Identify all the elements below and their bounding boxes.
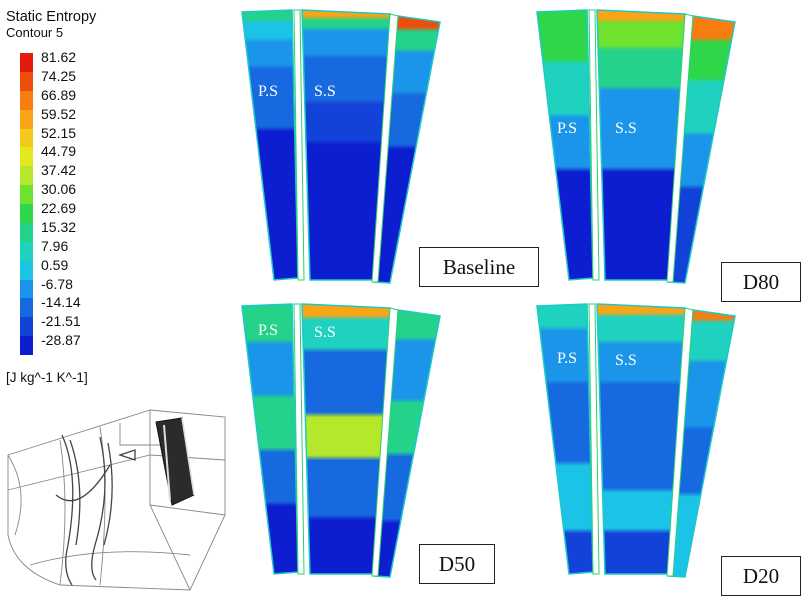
blade-wall: [588, 9, 600, 281]
passage-contour: [536, 9, 594, 281]
color-bar-tick-label: 37.42: [41, 162, 77, 179]
color-bar-tick-label: 66.89: [41, 86, 77, 103]
suction-side-label: S.S: [615, 120, 637, 137]
passage-contour: [241, 9, 299, 281]
legend-title: Static Entropy: [6, 9, 97, 25]
color-bar-tick-label: -14.14: [41, 294, 81, 311]
color-bar-tick-label: 30.06: [41, 181, 77, 198]
suction-side-label: S.S: [314, 83, 336, 100]
pressure-side-label: P.S: [258, 83, 279, 100]
suction-side-label: S.S: [314, 324, 336, 341]
color-bar-tick-label: 81.62: [41, 49, 77, 65]
contour-plot: [241, 303, 441, 578]
pressure-side-label: P.S: [557, 350, 578, 367]
color-bar-tick-label: 15.32: [41, 218, 77, 235]
color-bar-tick-label: -28.87: [41, 332, 81, 349]
blade-wall: [371, 307, 399, 577]
passage-contour: [241, 303, 299, 575]
passage-contour: [536, 303, 594, 575]
contour-plot: [241, 9, 441, 284]
color-bar-tick-label: 7.96: [41, 237, 69, 254]
color-bar-swatch: [20, 185, 33, 204]
color-bar-swatch: [20, 166, 33, 186]
color-bar-ticks: 81.62 74.25 66.89 59.52 52.15 44.79 37.42 30.06…: [41, 48, 111, 350]
color-bar-tick-label: 22.69: [41, 200, 77, 216]
pressure-side-label: P.S: [557, 120, 578, 137]
case-label-d50: D50: [419, 544, 495, 584]
color-bar-swatch: [20, 204, 33, 223]
blade-wall: [666, 13, 694, 283]
panel-baseline: P.S S.S: [240, 8, 550, 303]
color-bar-swatch: [20, 71, 33, 91]
color-bar-tick-label: 0.59: [41, 256, 69, 273]
color-bar-swatch: [20, 128, 33, 148]
case-label-d20: D20: [721, 556, 801, 596]
suction-side-label: S.S: [615, 352, 637, 369]
color-bar-tick-label: 44.79: [41, 143, 77, 160]
blade-wall: [371, 13, 399, 283]
color-bar-swatch: [20, 336, 33, 355]
color-bar-swatch: [20, 317, 33, 337]
color-bar-swatch: [20, 109, 33, 129]
blade-wall: [293, 303, 305, 575]
blade-wall: [293, 9, 305, 281]
turbine-geometry-sketch: [7, 409, 226, 591]
panel-d50: P.S S.S: [240, 302, 550, 597]
color-bar-swatch: [20, 90, 33, 110]
color-bar-swatch: [20, 147, 33, 167]
color-bar: [20, 53, 33, 355]
color-bar-swatch: [20, 241, 33, 261]
contour-plot: [536, 303, 736, 578]
color-bar-swatch: [20, 222, 33, 242]
color-bar-swatch: [20, 53, 33, 72]
legend-units: [J kg^-1 K^-1]: [6, 370, 88, 385]
color-bar-swatch: [20, 298, 33, 318]
panel-d80: P.S S.S: [535, 8, 808, 303]
color-bar-tick-label: 59.52: [41, 105, 77, 122]
color-bar-swatch: [20, 279, 33, 299]
legend-subtitle: Contour 5: [6, 25, 64, 40]
panel-d20: P.S S.S: [535, 302, 808, 597]
color-bar-tick-label: 52.15: [41, 124, 77, 141]
contour-plot: [536, 9, 736, 284]
pressure-side-label: P.S: [258, 322, 279, 339]
case-label-d80: D80: [721, 262, 801, 302]
color-bar-swatch: [20, 260, 33, 280]
color-bar-tick-label: 74.25: [41, 67, 77, 84]
case-label-baseline: Baseline: [419, 247, 539, 287]
blade-wall: [588, 303, 600, 575]
blade-wall: [666, 307, 694, 577]
color-bar-tick-label: -6.78: [41, 275, 73, 292]
color-bar-tick-label: -21.51: [41, 313, 81, 330]
